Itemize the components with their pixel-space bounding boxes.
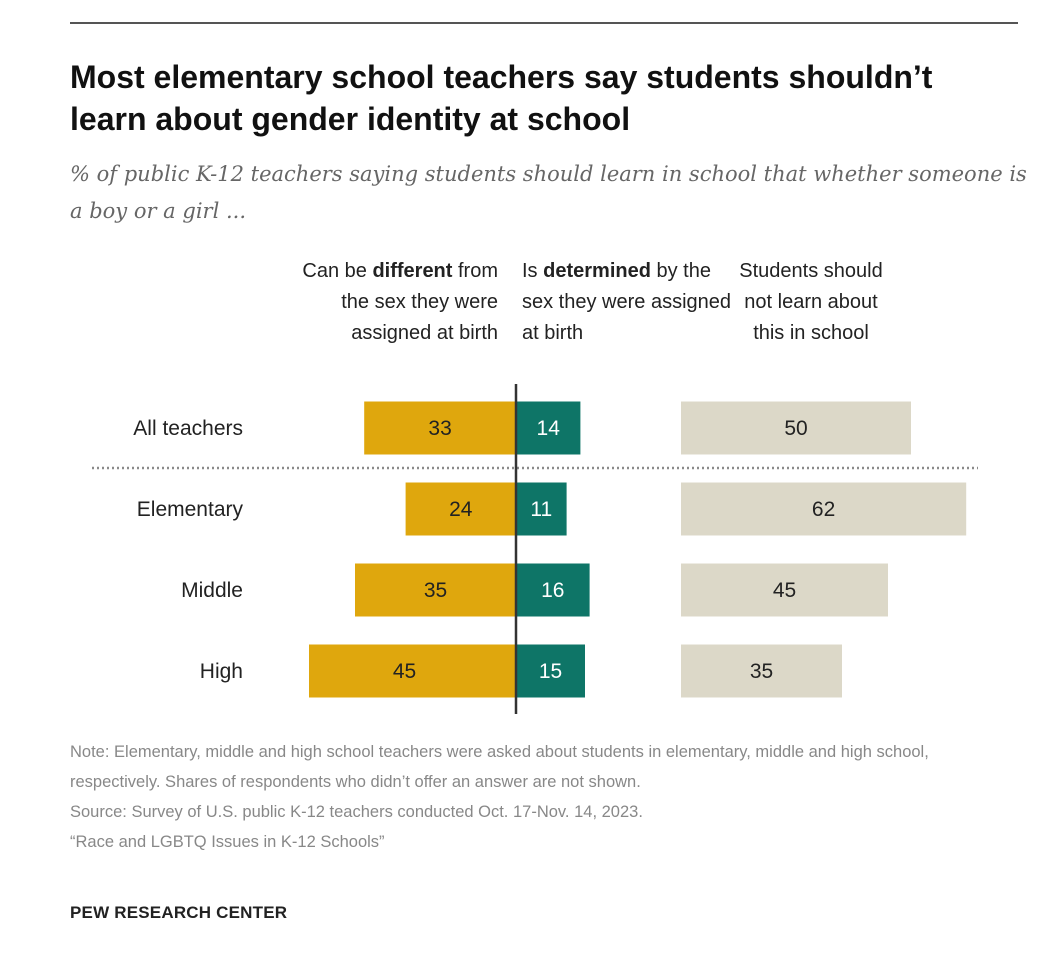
bar-determined: [516, 482, 567, 536]
bar-determined: [516, 401, 581, 455]
bar-different: [309, 644, 516, 698]
bar-not-learn: [681, 482, 967, 536]
top-rule: [70, 22, 1018, 24]
row-label: Middle: [181, 579, 243, 602]
value-label-determined: 16: [541, 579, 564, 602]
chart-notes: Note: Elementary, middle and high school…: [70, 737, 1020, 857]
note-text: Note: Elementary, middle and high school…: [70, 743, 929, 791]
value-label-not-learn: 62: [812, 498, 835, 521]
value-label-determined: 11: [530, 498, 552, 521]
bar-different: [405, 482, 516, 536]
row-label: High: [200, 660, 243, 683]
value-label-not-learn: 50: [784, 417, 807, 440]
bar-different: [364, 401, 516, 455]
diverging-bar-chart: All teachers 33 14 50 Elementary 24 11 62 Middle…: [92, 384, 978, 714]
bar-different: [355, 563, 516, 617]
pew-logo-text: PEW RESEARCH CENTER: [70, 903, 288, 922]
chart-title: Most elementary school teachers say stud…: [70, 59, 933, 137]
value-label-different: 35: [424, 579, 447, 602]
value-label-different: 24: [449, 498, 473, 521]
bar-determined: [516, 563, 590, 617]
bar-determined: [516, 644, 585, 698]
column-header-different: Can be different from the sex they were …: [302, 260, 498, 344]
report-title: “Race and LGBTQ Issues in K-12 Schools”: [70, 833, 385, 851]
bar-not-learn: [681, 401, 911, 455]
bar-not-learn: [681, 563, 888, 617]
source-text: Source: Survey of U.S. public K-12 teach…: [70, 803, 643, 821]
row-label: All teachers: [133, 417, 243, 440]
row-label: Elementary: [137, 498, 244, 521]
value-label-not-learn: 35: [750, 660, 773, 683]
value-label-not-learn: 45: [773, 579, 796, 602]
column-header-determined: Is determined by the sex they were assig…: [522, 260, 732, 344]
value-label-different: 45: [393, 660, 416, 683]
value-label-different: 33: [428, 417, 451, 440]
bar-not-learn: [681, 644, 842, 698]
value-label-determined: 15: [539, 660, 562, 683]
chart-subtitle: % of public K-12 teachers saying student…: [70, 162, 1027, 223]
value-label-determined: 14: [537, 417, 561, 440]
column-header-not-learn: Students should not learn about this in …: [739, 260, 883, 344]
